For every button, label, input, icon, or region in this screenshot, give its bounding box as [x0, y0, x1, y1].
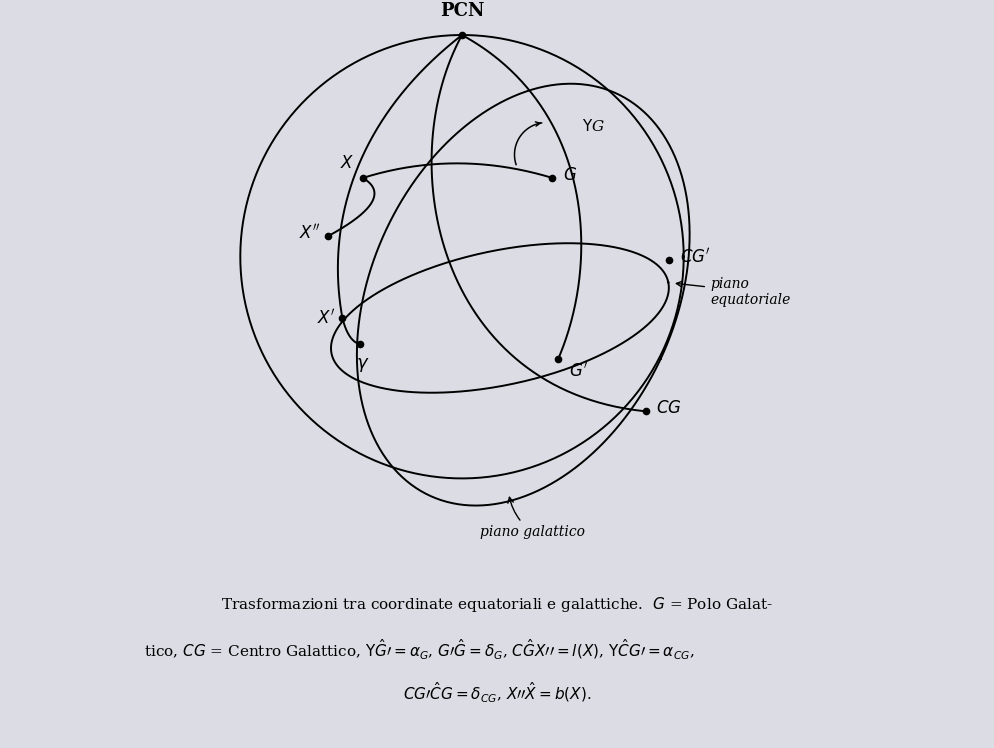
Text: $\Upsilon$G: $\Upsilon$G	[581, 118, 604, 134]
Text: $\gamma$: $\gamma$	[356, 356, 370, 374]
Text: PCN: PCN	[439, 2, 484, 20]
Text: Trasformazioni tra coordinate equatoriali e galattiche.  $G$ = Polo Galat-: Trasformazioni tra coordinate equatorial…	[221, 595, 773, 613]
Text: $X$: $X$	[340, 155, 354, 172]
Text: piano
equatoriale: piano equatoriale	[676, 277, 790, 307]
Text: $CG\prime\hat{C}G = \delta_{CG}$, $X\prime\prime\hat{X} = b(X)$.: $CG\prime\hat{C}G = \delta_{CG}$, $X\pri…	[403, 681, 591, 705]
Text: $X''$: $X''$	[299, 224, 321, 243]
Text: tico, $CG$ = Centro Galattico, $\Upsilon\hat{G}\prime = \alpha_G$, $G\prime\hat{: tico, $CG$ = Centro Galattico, $\Upsilon…	[144, 637, 695, 661]
Text: $G'$: $G'$	[569, 362, 587, 381]
Text: $G$: $G$	[563, 167, 577, 183]
Text: $CG$: $CG$	[656, 400, 682, 417]
Text: $X'$: $X'$	[317, 308, 335, 328]
Text: piano galattico: piano galattico	[479, 497, 584, 539]
Text: $CG'$: $CG'$	[680, 247, 711, 266]
